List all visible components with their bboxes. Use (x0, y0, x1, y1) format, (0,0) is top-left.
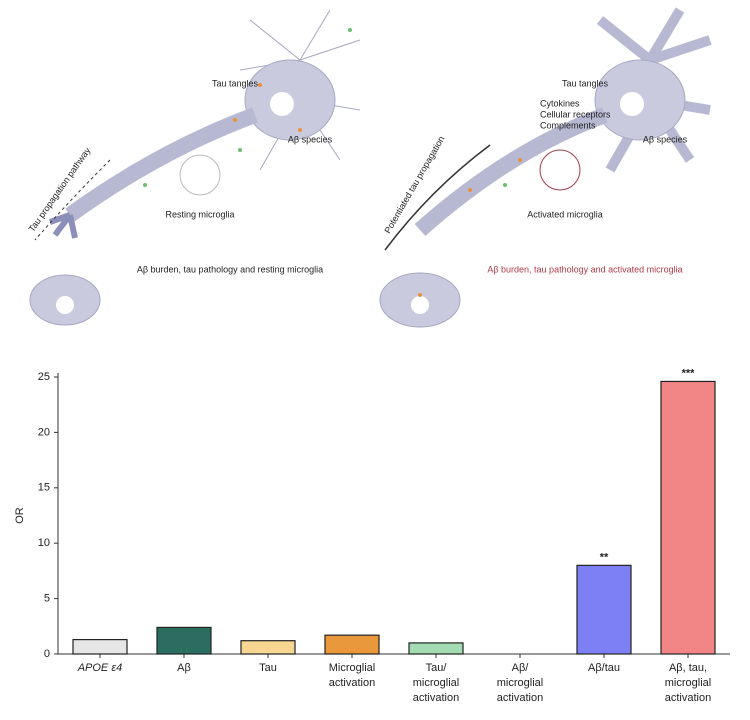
x-tick-label: activation (329, 677, 375, 689)
y-tick-label: 0 (44, 648, 50, 660)
tau-dot (468, 188, 472, 192)
nucleus (56, 296, 74, 314)
nucleus (620, 92, 644, 116)
tau-dot (233, 118, 237, 122)
microglia (179, 154, 221, 196)
x-tick-label: Tau/ (426, 662, 448, 674)
significance: ** (600, 551, 609, 563)
nucleus (270, 92, 294, 116)
bar (240, 640, 296, 655)
x-tick-label: activation (497, 692, 543, 704)
tau-dot (518, 158, 522, 162)
bar (156, 626, 212, 655)
label: Activated microglia (527, 209, 603, 219)
label: Aβ species (288, 134, 333, 144)
microglia (539, 149, 581, 191)
label: Cellular receptors (540, 109, 611, 119)
y-axis-label: OR (14, 507, 26, 524)
x-tick-label: Aβ/ (512, 662, 530, 674)
label: Aβ species (643, 134, 688, 144)
x-tick-label: microglial (413, 677, 459, 689)
x-tick-label: Tau (259, 662, 277, 674)
y-tick-label: 5 (44, 593, 50, 605)
bar (660, 380, 716, 655)
abeta-dot (238, 148, 242, 152)
label: Tau tangles (212, 78, 259, 88)
x-tick-label: microglial (497, 677, 543, 689)
bar-chart: 0 5 10 15 20 25 OR APOE ε4 Aβ Tau Microglial activa… (14, 367, 730, 704)
axon (414, 107, 608, 236)
bar (576, 564, 632, 655)
propagation-arrow (34, 159, 111, 241)
axon (65, 107, 258, 222)
illustration-left: Tau tangles Aβ species Tau propagation p… (27, 9, 361, 326)
x-tick-label: activation (665, 692, 711, 704)
nucleus (411, 296, 429, 314)
label: Complements (540, 120, 596, 130)
x-tick-label: Aβ, tau, (669, 662, 707, 674)
y-tick-label: 25 (38, 371, 50, 383)
x-tick-label: activation (413, 692, 459, 704)
label: Cytokines (540, 98, 580, 108)
abeta-dot (503, 183, 507, 187)
label: Resting microglia (165, 209, 234, 219)
x-tick-label: Aβ (177, 662, 191, 674)
bar (72, 638, 128, 655)
abeta-dot (143, 183, 147, 187)
caption: Aβ burden, tau pathology and activated m… (487, 264, 682, 274)
bar (408, 642, 464, 655)
tau-dot (418, 293, 422, 297)
bar (324, 634, 380, 655)
x-tick-label: microglial (665, 677, 711, 689)
propagation-arrow (384, 144, 491, 251)
x-tick-label: Microglial (329, 662, 375, 674)
illustration-right: Cytokines Cellular receptors Complements… (379, 7, 712, 328)
y-tick-label: 10 (38, 537, 50, 549)
tau-dot (298, 128, 302, 132)
x-tick-label: Aβ/tau (588, 662, 620, 674)
abeta-dot (348, 28, 352, 32)
label: Tau tangles (562, 78, 609, 88)
tau-dot (258, 83, 262, 87)
y-tick-label: 20 (38, 426, 50, 438)
terminal (49, 212, 78, 239)
x-tick-label: APOE ε4 (77, 662, 123, 674)
significance: *** (682, 367, 696, 379)
y-tick-label: 15 (38, 482, 50, 494)
caption: Aβ burden, tau pathology and resting mic… (137, 264, 323, 274)
